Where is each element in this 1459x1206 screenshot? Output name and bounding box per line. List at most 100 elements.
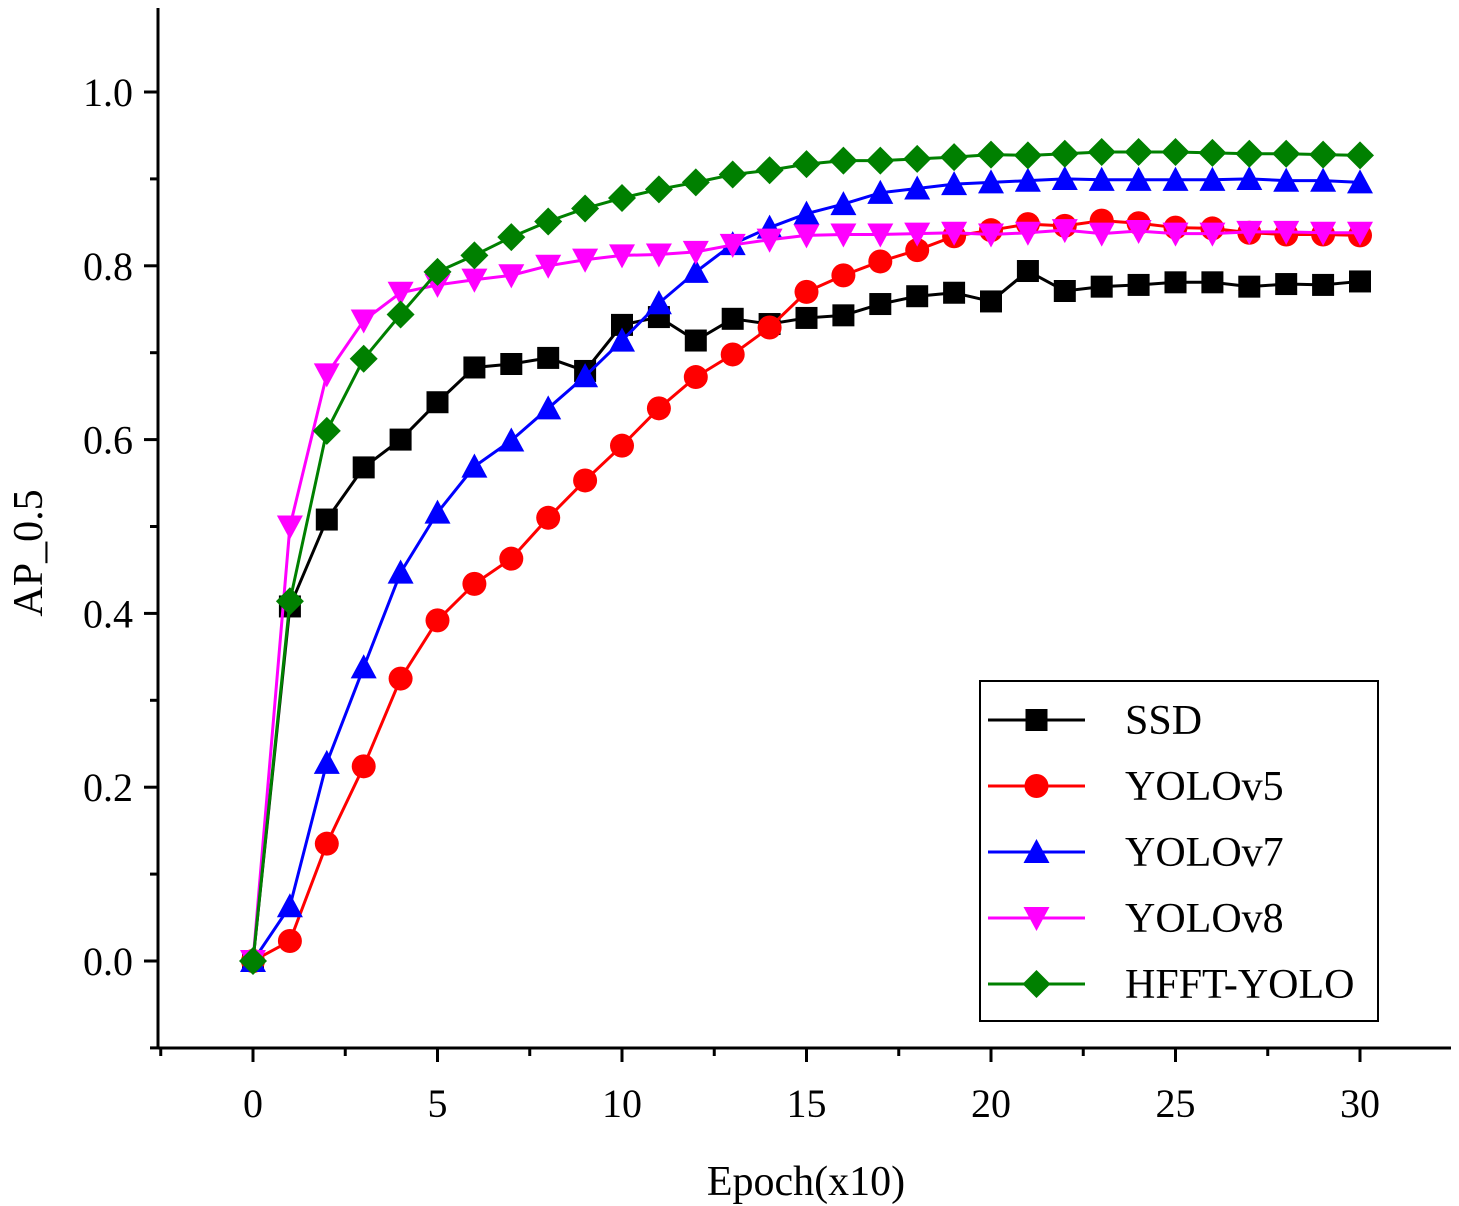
data-point-yolov5 xyxy=(314,831,339,856)
data-point-ssd xyxy=(1238,275,1261,298)
data-point-yolov8 xyxy=(1088,222,1115,247)
data-point-hfft-yolo xyxy=(275,587,304,616)
data-point-hfft-yolo xyxy=(1050,139,1079,168)
data-point-yolov8 xyxy=(276,515,303,540)
legend: SSD YOLOv5 YOLOv7 YOLOv8 HFFT-YOLO xyxy=(979,680,1379,1022)
x-tick-label: 25 xyxy=(1156,1081,1196,1126)
data-point-ssd xyxy=(1016,260,1039,283)
data-point-ssd xyxy=(980,290,1002,313)
data-point-yolov7 xyxy=(1273,167,1300,192)
data-point-hfft-yolo xyxy=(1124,137,1153,166)
y-tick-label: 0.6 xyxy=(83,418,133,463)
data-point-hfft-yolo xyxy=(718,160,747,189)
data-point-hfft-yolo xyxy=(866,146,895,175)
data-point-yolov8 xyxy=(645,243,672,268)
data-point-ssd xyxy=(389,428,412,451)
legend-item-yolov7: YOLOv7 xyxy=(988,830,1284,876)
data-point-hfft-yolo xyxy=(497,223,526,252)
data-point-yolov8 xyxy=(1125,219,1152,245)
data-point-hfft-yolo xyxy=(571,194,600,223)
data-point-yolov7 xyxy=(313,749,340,774)
data-point-yolov5 xyxy=(277,929,302,954)
data-point-yolov7 xyxy=(1162,166,1189,191)
data-point-yolov8 xyxy=(1236,220,1263,245)
data-point-yolov8 xyxy=(535,254,562,279)
data-point-yolov5 xyxy=(683,365,708,390)
legend-marker-yolov7 xyxy=(1023,839,1050,864)
data-point-yolov7 xyxy=(1310,167,1337,192)
data-point-hfft-yolo xyxy=(644,175,673,204)
data-point-yolov8 xyxy=(350,309,377,334)
data-point-yolov7 xyxy=(682,258,709,283)
legend-label-ssd: SSD xyxy=(1125,698,1202,744)
data-point-yolov8 xyxy=(1051,219,1078,244)
data-point-yolov7 xyxy=(978,169,1004,194)
data-point-yolov7 xyxy=(941,171,968,196)
data-point-ssd xyxy=(611,313,633,336)
x-axis-title: Epoch(x10) xyxy=(707,1159,905,1205)
data-point-ssd xyxy=(721,307,744,330)
y-tick-label: 0.2 xyxy=(83,765,133,810)
data-point-yolov5 xyxy=(499,546,524,571)
data-point-yolov7 xyxy=(867,179,894,204)
data-point-yolov8 xyxy=(1347,221,1373,246)
data-point-yolov7 xyxy=(904,175,931,200)
legend-label-yolov5: YOLOv5 xyxy=(1125,764,1284,810)
data-point-yolov8 xyxy=(941,221,968,246)
series-hfft-yolo xyxy=(239,137,1374,975)
data-point-yolov7 xyxy=(609,327,635,352)
data-point-hfft-yolo xyxy=(1235,139,1264,168)
legend-label-yolov7: YOLOv7 xyxy=(1125,830,1284,876)
data-point-yolov8 xyxy=(1273,220,1300,245)
data-point-yolov5 xyxy=(351,754,376,779)
data-point-yolov8 xyxy=(387,281,414,306)
data-point-yolov7 xyxy=(350,654,377,679)
data-point-yolov7 xyxy=(830,191,857,216)
y-tick-label: 0.8 xyxy=(83,244,133,289)
data-point-yolov8 xyxy=(756,228,783,253)
data-point-hfft-yolo xyxy=(460,241,489,270)
x-tick-label: 20 xyxy=(971,1081,1011,1126)
data-point-yolov5 xyxy=(905,238,930,263)
data-point-yolov7 xyxy=(461,453,488,478)
data-point-hfft-yolo xyxy=(1346,141,1374,170)
data-point-hfft-yolo xyxy=(386,300,415,329)
x-tick-label: 30 xyxy=(1340,1081,1380,1126)
y-tick-label: 0.4 xyxy=(83,591,133,636)
data-point-ssd xyxy=(869,293,892,316)
data-point-hfft-yolo xyxy=(829,146,858,175)
y-tick-label: 1.0 xyxy=(83,70,133,115)
data-point-yolov7 xyxy=(1014,167,1041,192)
data-point-ssd xyxy=(1127,273,1150,296)
y-tick-label: 0.0 xyxy=(83,939,133,984)
data-point-yolov7 xyxy=(424,499,451,524)
data-point-hfft-yolo xyxy=(1161,137,1190,166)
legend-marker-yolov8 xyxy=(1023,906,1050,931)
data-point-yolov8 xyxy=(498,264,525,289)
data-point-yolov8 xyxy=(830,223,857,248)
x-tick-label: 10 xyxy=(602,1081,642,1126)
data-point-yolov7 xyxy=(1125,166,1152,191)
data-point-yolov8 xyxy=(793,224,820,249)
data-point-ssd xyxy=(537,346,560,369)
data-point-yolov5 xyxy=(868,249,893,274)
data-point-yolov5 xyxy=(425,608,450,633)
data-point-hfft-yolo xyxy=(681,168,710,197)
data-point-yolov7 xyxy=(793,200,820,225)
data-point-yolov7 xyxy=(572,363,599,388)
data-point-yolov8 xyxy=(682,240,709,265)
data-point-ssd xyxy=(1349,270,1371,293)
data-point-ssd xyxy=(943,281,966,304)
data-point-yolov8 xyxy=(904,222,931,247)
data-point-yolov8 xyxy=(609,244,635,269)
data-point-ssd xyxy=(1201,271,1224,294)
data-point-hfft-yolo xyxy=(239,947,267,975)
legend-label-yolov8: YOLOv8 xyxy=(1125,896,1284,942)
data-point-hfft-yolo xyxy=(755,156,784,185)
data-point-yolov5 xyxy=(720,342,745,367)
legend-marker-ssd xyxy=(1025,709,1048,731)
data-point-hfft-yolo xyxy=(903,144,932,173)
legend-item-hfft-yolo: HFFT-YOLO xyxy=(988,962,1354,1008)
data-point-ssd xyxy=(1312,273,1335,296)
